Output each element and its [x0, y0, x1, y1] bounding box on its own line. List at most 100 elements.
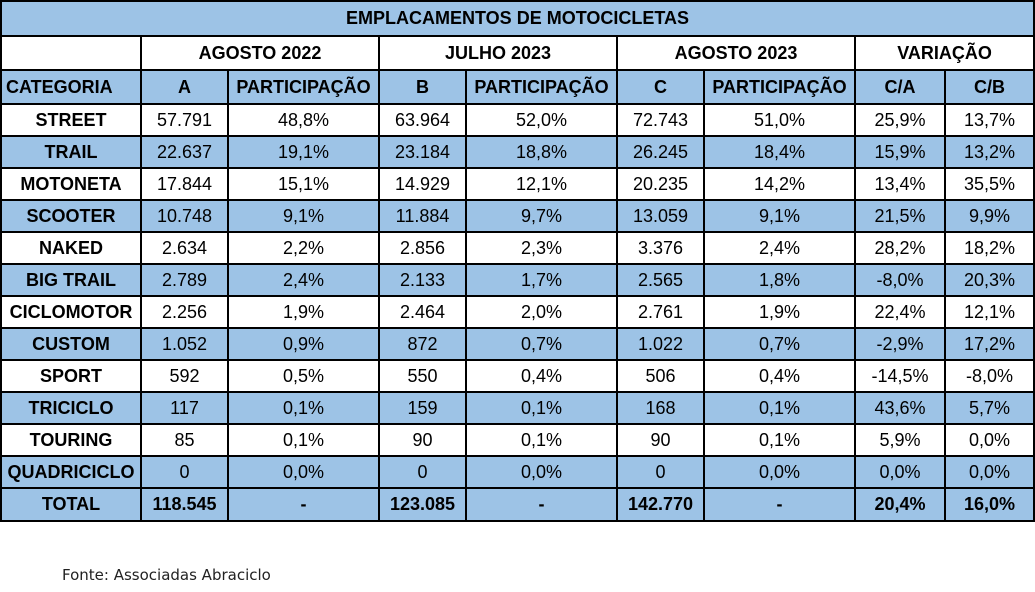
table-row: STREET 57.791 48,8% 63.964 52,0% 72.743 51,0% 2…: [0, 103, 1035, 137]
cell-participacao-a: 0,1%: [227, 391, 380, 425]
total-row: TOTAL 118.545 - 123.085 - 142.770 - 20,4…: [0, 487, 1035, 522]
cell-value-a: 17.844: [140, 167, 229, 201]
cell-value-b: 63.964: [378, 103, 467, 137]
cell-value-b: 11.884: [378, 199, 467, 233]
column-header-participacao-b: PARTICIPAÇÃO: [465, 69, 618, 105]
cell-variation-c-over-b: 9,9%: [943, 199, 1035, 233]
table-row: MOTONETA 17.844 15,1% 14.929 12,1% 20.235 14,2…: [0, 167, 1035, 201]
cell-category: TRICICLO: [0, 391, 142, 425]
cell-value-a: 2.789: [140, 263, 229, 297]
cell-variation-c-over-b: -8,0%: [943, 359, 1035, 393]
cell-value-c: 90: [616, 423, 705, 457]
cell-value-b: 90: [378, 423, 467, 457]
total-participacao-b: -: [465, 487, 618, 522]
cell-value-b: 0: [378, 455, 467, 489]
table-row: TRICICLO 117 0,1% 159 0,1% 168 0,1% 43,6% 5,7%: [0, 391, 1035, 425]
cell-participacao-a: 0,1%: [227, 423, 380, 457]
cell-value-a: 1.052: [140, 327, 229, 361]
table-title: EMPLACAMENTOS DE MOTOCICLETAS: [0, 0, 1035, 37]
cell-value-a: 85: [140, 423, 229, 457]
column-header-categoria: CATEGORIA: [0, 69, 142, 105]
cell-value-a: 22.637: [140, 135, 229, 169]
cell-category: SPORT: [0, 359, 142, 393]
cell-participacao-c: 0,7%: [703, 327, 856, 361]
cell-participacao-b: 52,0%: [465, 103, 618, 137]
cell-category: NAKED: [0, 231, 142, 265]
period-header-row: AGOSTO 2022 JULHO 2023 AGOSTO 2023 VARIA…: [0, 35, 1035, 71]
cell-participacao-b: 0,0%: [465, 455, 618, 489]
table-row: TOURING 85 0,1% 90 0,1% 90 0,1% 5,9% 0,0%: [0, 423, 1035, 457]
table-row: CICLOMOTOR 2.256 1,9% 2.464 2,0% 2.761 1,9% 22,…: [0, 295, 1035, 329]
cell-participacao-b: 0,1%: [465, 423, 618, 457]
cell-value-b: 2.133: [378, 263, 467, 297]
cell-category: CUSTOM: [0, 327, 142, 361]
cell-variation-c-over-a: 28,2%: [854, 231, 946, 265]
period-header-variation: VARIAÇÃO: [853, 35, 1035, 71]
motorcycle-registrations-table: EMPLACAMENTOS DE MOTOCICLETAS AGOSTO 202…: [0, 0, 1035, 522]
cell-value-a: 0: [140, 455, 229, 489]
cell-category: CICLOMOTOR: [0, 295, 142, 329]
total-a: 118.545: [140, 487, 229, 522]
period-header-aug-2023: AGOSTO 2023: [616, 35, 856, 71]
cell-category: STREET: [0, 103, 142, 137]
cell-value-b: 2.856: [378, 231, 467, 265]
cell-value-a: 592: [140, 359, 229, 393]
cell-variation-c-over-a: -8,0%: [854, 263, 946, 297]
total-b: 123.085: [378, 487, 467, 522]
cell-participacao-c: 9,1%: [703, 199, 856, 233]
cell-value-b: 14.929: [378, 167, 467, 201]
cell-value-c: 2.761: [616, 295, 705, 329]
cell-category: SCOOTER: [0, 199, 142, 233]
table-row: TRAIL 22.637 19,1% 23.184 18,8% 26.245 18,4% 15…: [0, 135, 1035, 169]
cell-variation-c-over-a: 22,4%: [854, 295, 946, 329]
cell-value-a: 2.256: [140, 295, 229, 329]
cell-participacao-c: 1,9%: [703, 295, 856, 329]
table-row: BIG TRAIL 2.789 2,4% 2.133 1,7% 2.565 1,8% -8,0…: [0, 263, 1035, 297]
cell-participacao-a: 48,8%: [227, 103, 380, 137]
table-row: SCOOTER 10.748 9,1% 11.884 9,7% 13.059 9,1% 21,…: [0, 199, 1035, 233]
cell-value-c: 1.022: [616, 327, 705, 361]
cell-variation-c-over-b: 13,7%: [943, 103, 1035, 137]
cell-value-a: 2.634: [140, 231, 229, 265]
cell-participacao-a: 15,1%: [227, 167, 380, 201]
title-row: EMPLACAMENTOS DE MOTOCICLETAS: [0, 0, 1035, 37]
cell-variation-c-over-a: -2,9%: [854, 327, 946, 361]
cell-value-a: 117: [140, 391, 229, 425]
cell-variation-c-over-b: 12,1%: [943, 295, 1035, 329]
cell-value-c: 20.235: [616, 167, 705, 201]
cell-variation-c-over-a: 21,5%: [854, 199, 946, 233]
column-header-c: C: [616, 69, 705, 105]
cell-value-c: 26.245: [616, 135, 705, 169]
cell-variation-c-over-b: 13,2%: [943, 135, 1035, 169]
cell-variation-c-over-a: 0,0%: [854, 455, 946, 489]
total-participacao-a: -: [227, 487, 380, 522]
cell-participacao-b: 2,3%: [465, 231, 618, 265]
cell-participacao-c: 0,0%: [703, 455, 856, 489]
cell-participacao-a: 9,1%: [227, 199, 380, 233]
cell-variation-c-over-b: 35,5%: [943, 167, 1035, 201]
period-header-jul-2023: JULHO 2023: [378, 35, 618, 71]
cell-category: TOURING: [0, 423, 142, 457]
total-participacao-c: -: [703, 487, 856, 522]
column-header-row: CATEGORIA A PARTICIPAÇÃO B PARTICIPAÇÃO …: [0, 69, 1035, 105]
cell-participacao-b: 0,7%: [465, 327, 618, 361]
cell-value-b: 872: [378, 327, 467, 361]
cell-participacao-a: 2,2%: [227, 231, 380, 265]
table-row: QUADRICICLO 0 0,0% 0 0,0% 0 0,0% 0,0% 0,0%: [0, 455, 1035, 489]
cell-category: QUADRICICLO: [0, 455, 142, 489]
cell-participacao-b: 2,0%: [465, 295, 618, 329]
cell-participacao-a: 1,9%: [227, 295, 380, 329]
table-row: NAKED 2.634 2,2% 2.856 2,3% 3.376 2,4% 28,2% 18,…: [0, 231, 1035, 265]
cell-participacao-b: 0,1%: [465, 391, 618, 425]
cell-participacao-b: 18,8%: [465, 135, 618, 169]
cell-value-c: 2.565: [616, 263, 705, 297]
cell-participacao-b: 1,7%: [465, 263, 618, 297]
table-row: CUSTOM 1.052 0,9% 872 0,7% 1.022 0,7% -2,9% 17,2…: [0, 327, 1035, 361]
cell-variation-c-over-b: 0,0%: [943, 455, 1035, 489]
total-c-over-b: 16,0%: [943, 487, 1035, 522]
cell-variation-c-over-b: 5,7%: [943, 391, 1035, 425]
total-c: 142.770: [616, 487, 705, 522]
cell-variation-c-over-b: 20,3%: [943, 263, 1035, 297]
cell-value-c: 72.743: [616, 103, 705, 137]
